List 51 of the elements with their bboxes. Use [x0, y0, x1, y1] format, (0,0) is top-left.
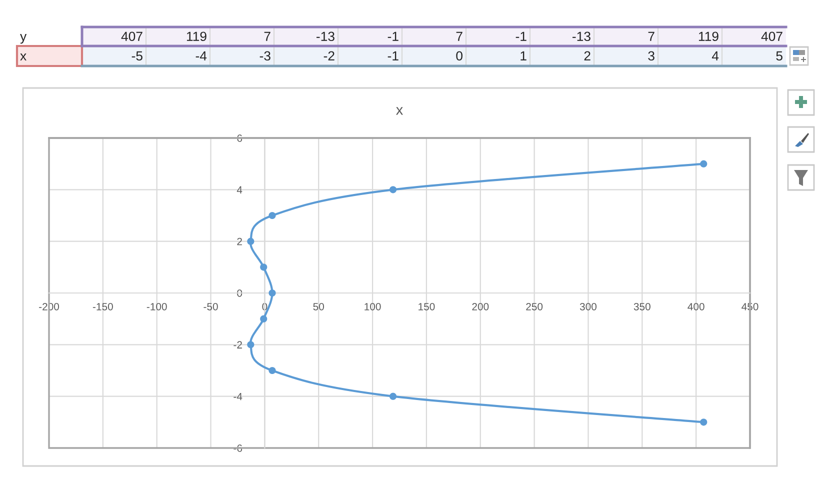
- point: [700, 418, 708, 426]
- chart-title: x: [396, 107, 403, 115]
- y-tick-label: 2: [237, 238, 242, 246]
- x-tick-label: -100: [146, 302, 167, 310]
- point: [389, 186, 397, 194]
- x-tick-label: 250: [526, 302, 543, 310]
- x-tick-label: -150: [92, 302, 113, 310]
- x-tick-label: 100: [364, 302, 381, 310]
- text: 3: [648, 51, 654, 61]
- text: -13: [572, 32, 590, 42]
- x-tick-label: 150: [418, 302, 435, 310]
- y-tick-label: 4: [236, 186, 242, 194]
- x-tick-label: 50: [313, 302, 324, 310]
- x-tick-label: 300: [580, 302, 597, 310]
- text: 119: [698, 32, 718, 42]
- point: [247, 341, 254, 348]
- text: 2: [584, 51, 590, 60]
- text: 7: [264, 32, 270, 41]
- point: [700, 160, 708, 168]
- text: y: [20, 34, 27, 44]
- text: 119: [186, 32, 206, 42]
- text: 7: [456, 32, 462, 41]
- text: -2: [324, 51, 334, 60]
- point: [247, 238, 254, 245]
- point: [389, 392, 397, 400]
- x-tick-label: 400: [688, 302, 704, 310]
- x-tick-label: 350: [634, 302, 650, 310]
- text: -13: [316, 32, 334, 42]
- text: 407: [121, 32, 142, 42]
- point: [260, 315, 268, 322]
- text: x: [20, 53, 26, 60]
- x-tick-label: 200: [472, 302, 489, 310]
- text: 4: [712, 51, 719, 60]
- point: [268, 212, 276, 220]
- x-tick-label: -50: [204, 302, 218, 310]
- text: -1: [388, 51, 398, 60]
- text: -4: [196, 51, 207, 60]
- text: 0: [456, 51, 462, 61]
- text: -3: [260, 51, 270, 61]
- text: -1: [516, 32, 526, 41]
- point: [268, 366, 276, 374]
- text: 407: [761, 32, 782, 42]
- y-tick-label: -4: [234, 392, 242, 400]
- point: [268, 289, 276, 297]
- text: 7: [648, 32, 654, 41]
- y-tick-label: -2: [234, 341, 242, 348]
- text: -5: [132, 51, 142, 61]
- point: [260, 264, 268, 271]
- text: 1: [520, 51, 526, 60]
- text: 5: [776, 51, 782, 61]
- text: -1: [388, 32, 398, 41]
